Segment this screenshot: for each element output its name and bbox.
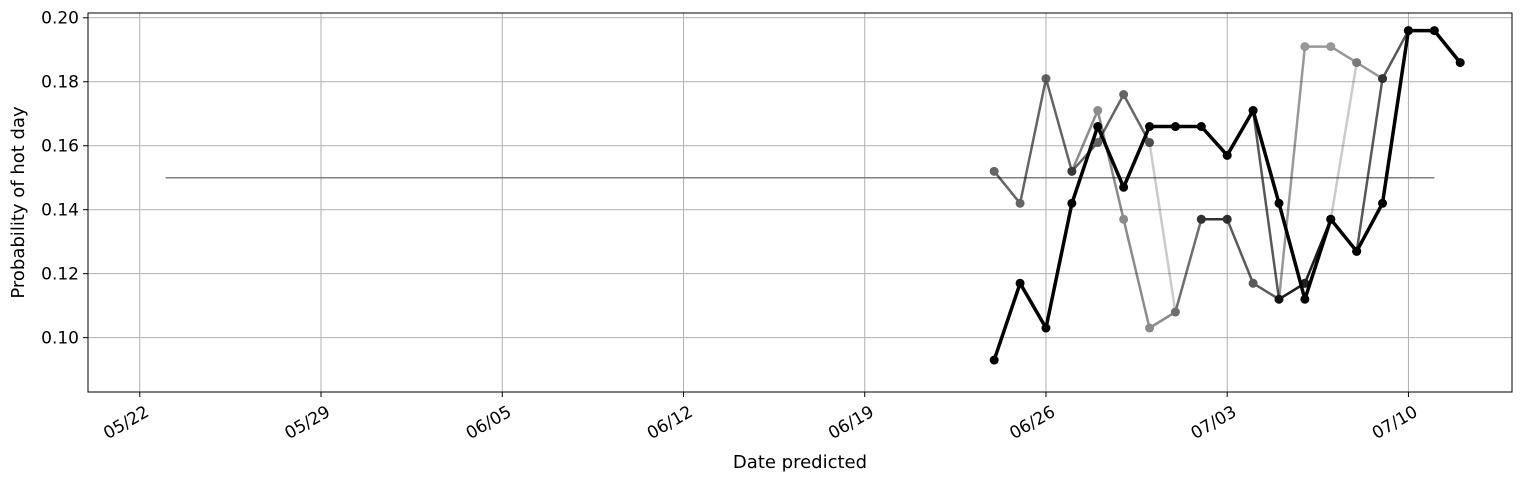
- data-point: [1378, 198, 1388, 208]
- series-group: [989, 26, 1465, 365]
- data-point: [1067, 166, 1077, 176]
- series-line: [1148, 62, 1358, 314]
- series-line: [1277, 45, 1384, 300]
- data-point: [1248, 278, 1258, 288]
- y-tick-label: 0.10: [41, 329, 79, 349]
- data-point: [1352, 246, 1362, 256]
- x-tick-label: 07/10: [1369, 402, 1421, 444]
- data-point: [1093, 106, 1103, 116]
- data-point: [1455, 58, 1465, 68]
- x-tick-label: 05/22: [100, 402, 152, 444]
- x-tick-label: 05/29: [281, 402, 333, 444]
- data-point: [1067, 166, 1077, 176]
- data-point: [1067, 198, 1077, 208]
- data-point: [1119, 90, 1129, 100]
- data-point: [1145, 122, 1155, 132]
- y-tick-label: 0.12: [41, 265, 79, 285]
- series-3: [1145, 58, 1362, 317]
- series-1: [989, 74, 1155, 208]
- data-point: [1429, 26, 1439, 36]
- x-tick-label: 06/26: [1006, 402, 1058, 444]
- data-point: [1274, 198, 1284, 208]
- data-point: [1222, 214, 1232, 224]
- series-7: [989, 26, 1465, 365]
- data-point: [1196, 214, 1206, 224]
- data-point: [1145, 138, 1155, 148]
- x-tick-label: 06/12: [644, 402, 696, 444]
- data-point: [1145, 323, 1155, 333]
- data-point: [989, 166, 999, 176]
- data-point: [1222, 150, 1232, 160]
- data-point: [1248, 106, 1258, 116]
- data-point: [989, 355, 999, 365]
- data-point: [1093, 138, 1103, 148]
- data-point: [1015, 278, 1025, 288]
- y-axis-ticks: 0.10 0.12 0.14 0.16 0.18 0.20: [41, 9, 88, 349]
- y-tick-label: 0.14: [41, 201, 79, 221]
- y-tick-label: 0.20: [41, 9, 79, 29]
- data-point: [1170, 307, 1180, 317]
- x-tick-label: 06/05: [463, 402, 515, 444]
- data-point: [1274, 294, 1284, 304]
- data-point: [1119, 182, 1129, 192]
- y-tick-label: 0.16: [41, 137, 79, 157]
- data-point: [1300, 42, 1310, 52]
- data-point: [1145, 138, 1155, 148]
- grid-lines: [88, 13, 1512, 392]
- data-point: [1015, 198, 1025, 208]
- data-point: [1326, 214, 1336, 224]
- data-point: [1119, 214, 1129, 224]
- y-tick-label: 0.18: [41, 73, 79, 93]
- data-point: [1041, 74, 1051, 84]
- x-axis-ticks: 05/22 05/29 06/05 06/12 06/19 06/26 07/03 07/10: [100, 392, 1421, 444]
- plot-frame: [87, 12, 1513, 393]
- data-point: [1378, 74, 1388, 84]
- x-tick-label: 07/03: [1188, 402, 1240, 444]
- data-point: [1403, 26, 1413, 36]
- x-tick-label: 06/19: [825, 402, 877, 444]
- data-point: [1352, 58, 1362, 68]
- data-point: [1093, 122, 1103, 132]
- data-point: [1326, 42, 1336, 52]
- data-point: [1352, 58, 1362, 68]
- series-line: [1226, 30, 1410, 301]
- y-axis-label: Probability of hot day: [8, 106, 29, 299]
- data-point: [1170, 122, 1180, 132]
- data-point: [1300, 294, 1310, 304]
- data-point: [1170, 307, 1180, 317]
- x-axis-label: Date predicted: [733, 452, 867, 473]
- data-point: [1196, 122, 1206, 132]
- data-point: [1041, 323, 1051, 333]
